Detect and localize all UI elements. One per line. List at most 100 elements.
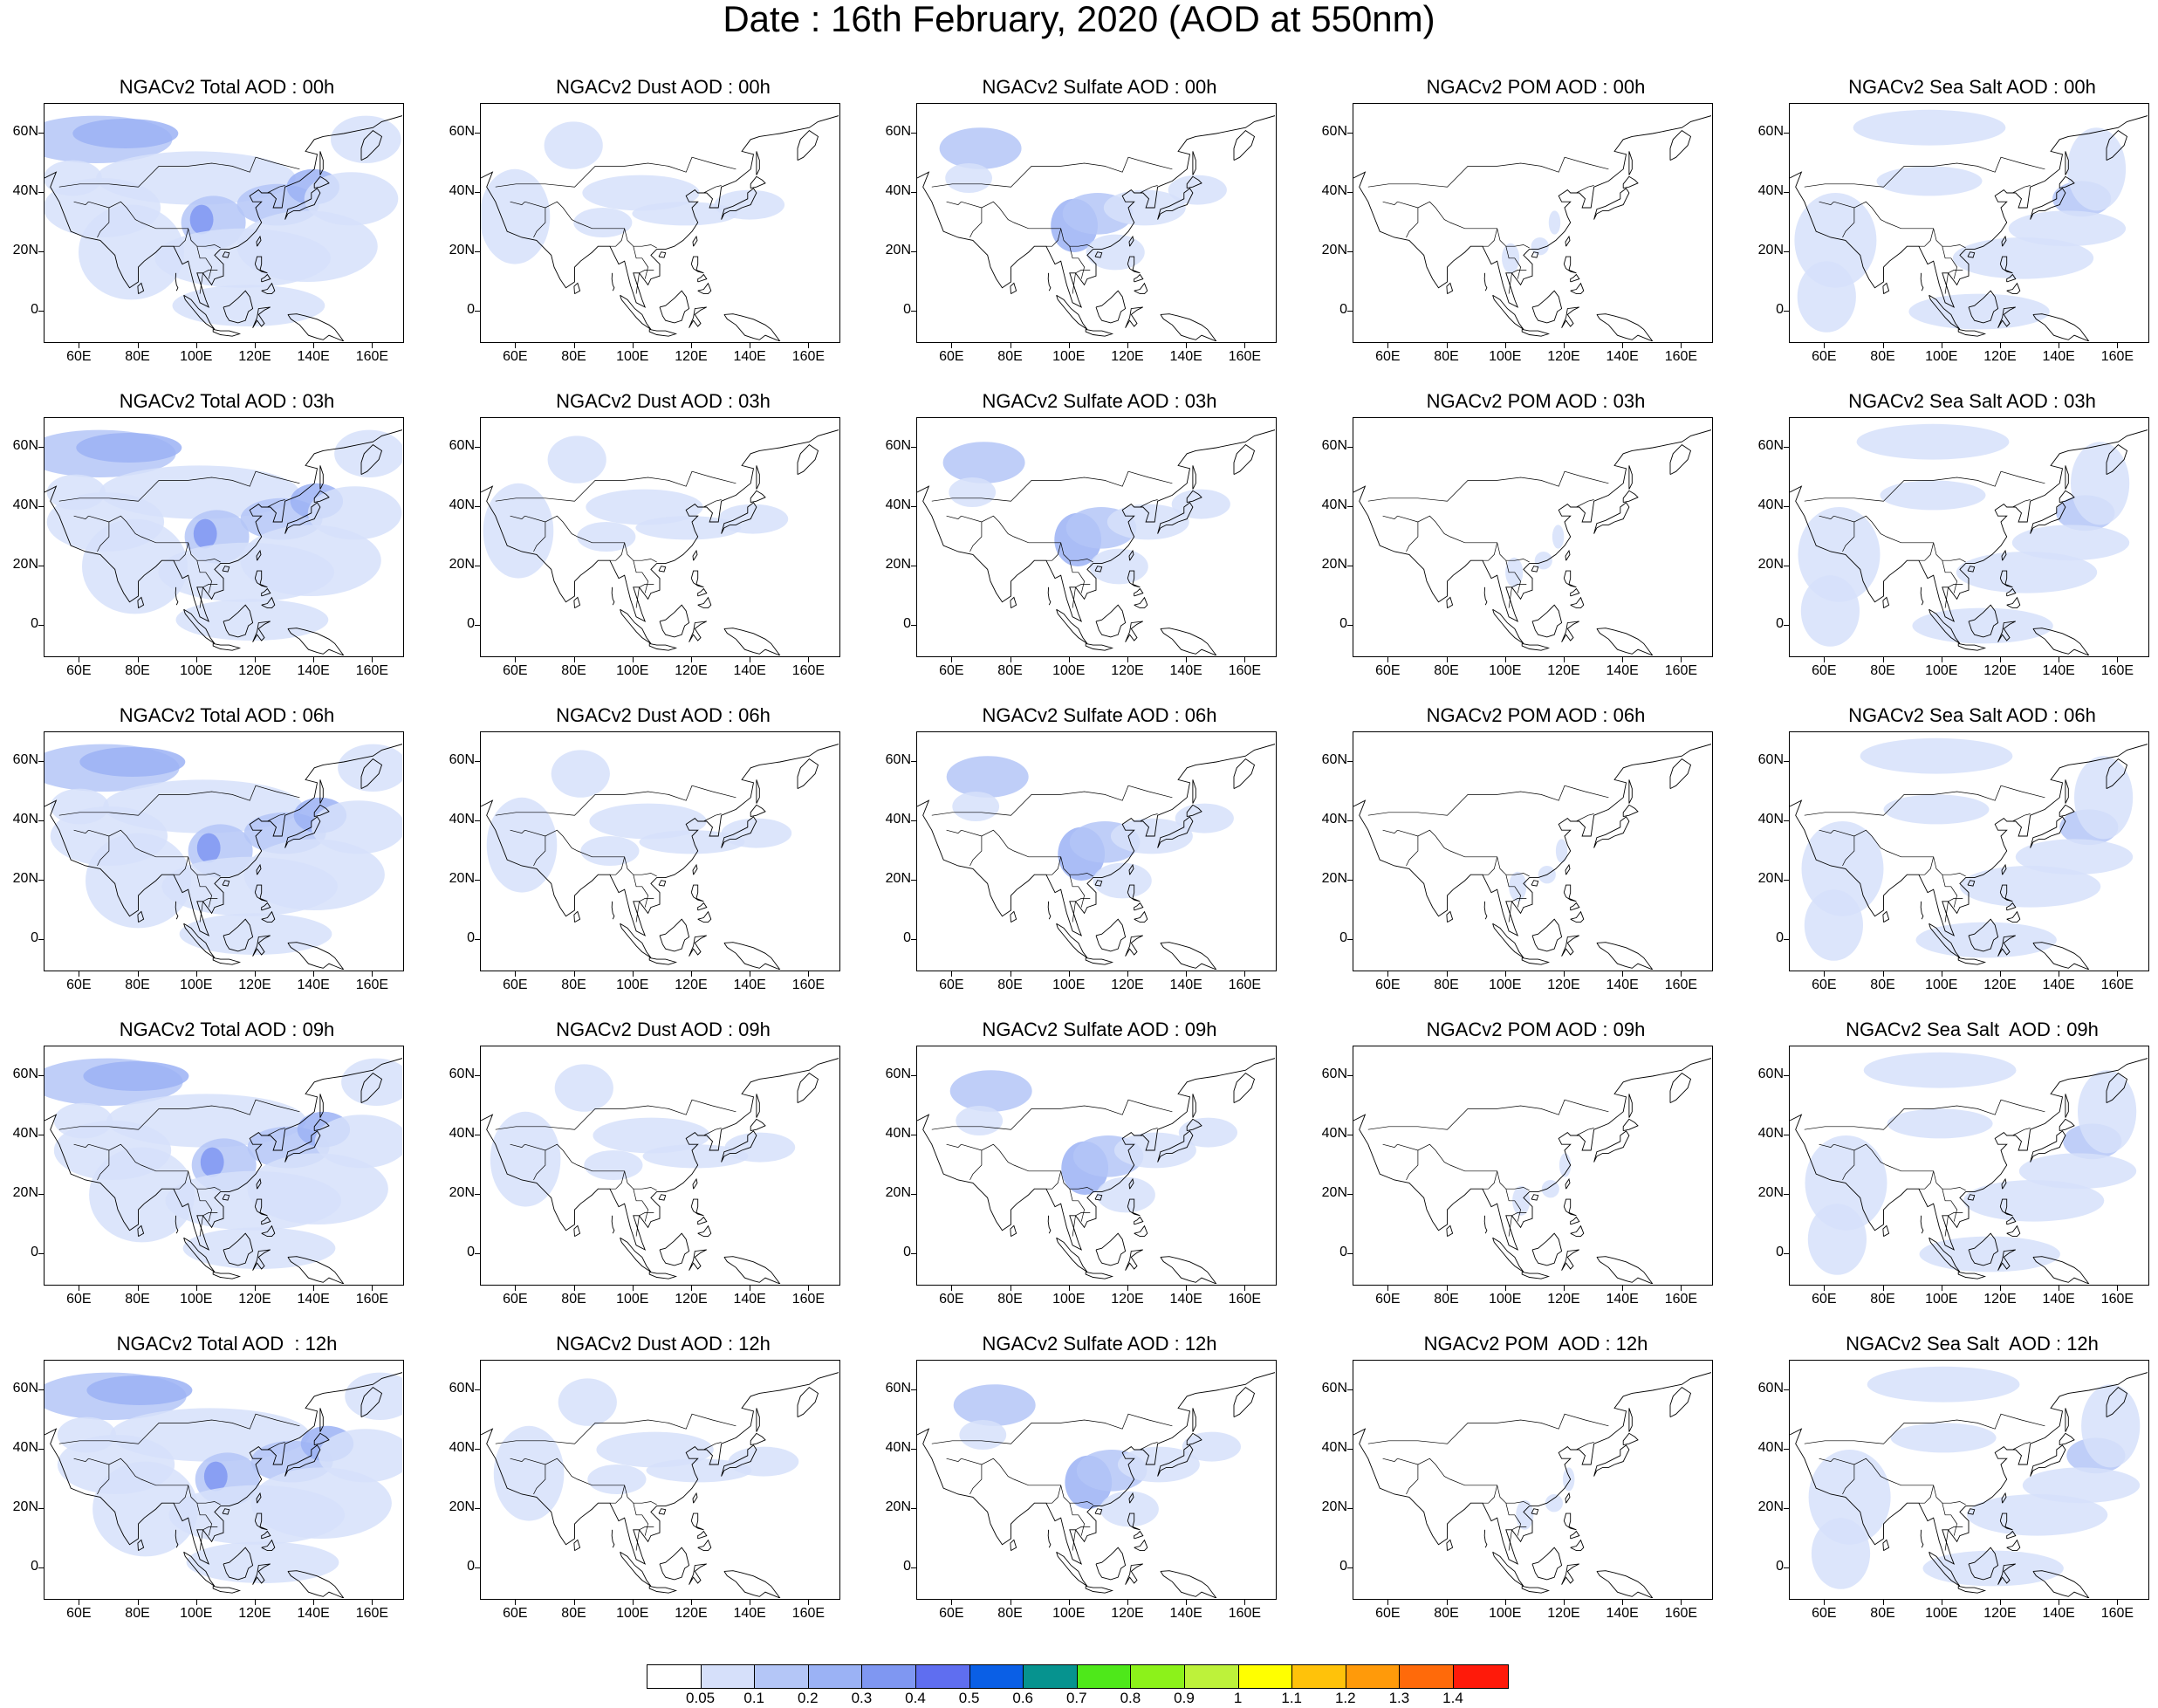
x-tick-label: 120E (1111, 663, 1144, 678)
aod-field (1563, 1467, 1575, 1492)
coastline (1968, 604, 1999, 638)
country-border (58, 470, 300, 502)
x-tick-label: 60E (1375, 977, 1401, 992)
coastline (254, 570, 268, 588)
aod-field (1860, 737, 2013, 774)
aod-field (2008, 210, 2127, 247)
colorbar-label: 1.4 (1442, 1690, 1463, 1706)
country-border (1944, 1526, 1963, 1551)
country-border (969, 1150, 983, 1181)
aod-map (1790, 1052, 2148, 1284)
y-tick-label: 60N (12, 124, 38, 139)
coastline (1593, 188, 1630, 220)
y-tick-label: 60N (449, 1067, 475, 1081)
country-border (1072, 898, 1091, 923)
map-frame (480, 1046, 840, 1286)
y-tick-label: 20N (885, 871, 911, 886)
x-tick-label: 160E (2100, 1292, 2134, 1307)
coastline (648, 957, 678, 965)
coastline (1570, 1224, 1585, 1238)
coastline (1596, 628, 1654, 655)
coastline (1233, 130, 1256, 161)
country-border (1804, 156, 2045, 188)
coastline (1157, 188, 1194, 220)
x-tick-mark (690, 1600, 692, 1605)
y-tick-mark (38, 820, 44, 821)
aod-field (1800, 575, 1860, 647)
coastline (223, 918, 254, 952)
y-tick-label: 40N (1321, 183, 1347, 198)
x-tick-mark (1999, 971, 2001, 977)
coastline (1531, 1547, 1563, 1581)
x-tick-label: 60E (939, 349, 964, 364)
coastline (212, 957, 242, 965)
country-border (703, 185, 722, 194)
x-tick-mark (1504, 1600, 1506, 1605)
country-border (946, 829, 962, 833)
x-tick-mark (1244, 343, 1246, 348)
country-border (173, 228, 189, 247)
country-border (1482, 228, 1498, 247)
country-border (533, 1464, 546, 1495)
y-tick-mark (38, 506, 44, 507)
x-tick-mark (1999, 343, 2001, 348)
coastline (1094, 1194, 1103, 1201)
country-border (1382, 829, 1398, 833)
x-tick-mark (1387, 1286, 1389, 1291)
coastline (723, 313, 781, 341)
country-border (2012, 1128, 2031, 1136)
panel-title: NGACv2 POM AOD : 00h (1426, 76, 1646, 98)
y-tick-label: 0 (903, 302, 911, 317)
aod-field (544, 121, 603, 169)
country-border (510, 201, 525, 205)
country-border (73, 1143, 89, 1148)
y-tick-mark (475, 311, 480, 312)
y-tick-mark (38, 1508, 44, 1509)
country-border (58, 1099, 300, 1130)
x-tick-label: 80E (1870, 977, 1895, 992)
country-border (88, 1143, 221, 1191)
country-border (97, 208, 110, 238)
x-tick-mark (1010, 1600, 1011, 1605)
country-border (609, 1170, 626, 1190)
country-border (173, 542, 189, 561)
x-tick-label: 120E (1983, 349, 2017, 364)
y-tick-label: 20N (1321, 871, 1347, 886)
x-tick-mark (515, 657, 517, 662)
x-tick-mark (1010, 1286, 1011, 1291)
y-tick-mark (1347, 939, 1353, 940)
country-border (267, 813, 285, 822)
country-border (495, 156, 736, 188)
coastline (2001, 235, 2007, 247)
aod-field (1856, 423, 2010, 460)
coastline (1997, 1249, 2017, 1271)
aod-field (2074, 756, 2134, 840)
colorbar-label: 1 (1233, 1690, 1243, 1706)
coastline (1521, 1585, 1551, 1594)
coastline (1085, 1585, 1114, 1594)
country-border (1942, 1189, 1957, 1222)
coastline (658, 1508, 667, 1515)
coastline (1094, 566, 1103, 573)
coastline (1160, 1256, 1217, 1284)
country-border (58, 785, 300, 816)
x-tick-label: 80E (125, 663, 150, 678)
country-border (635, 898, 654, 923)
coastline (1483, 272, 1488, 292)
aod-field (939, 127, 1022, 169)
x-tick-mark (951, 1600, 953, 1605)
aod-field (1555, 839, 1568, 863)
x-tick-label: 60E (1812, 1292, 1837, 1307)
x-tick-label: 100E (1489, 663, 1522, 678)
x-tick-mark (573, 971, 575, 977)
country-border (73, 515, 89, 519)
coastline (1446, 1224, 1454, 1237)
coastline (1790, 115, 2148, 308)
aod-field (318, 1429, 402, 1483)
coastline (723, 942, 781, 970)
x-tick-mark (1882, 1286, 1884, 1291)
aod-field (86, 1375, 193, 1405)
coastline (1128, 235, 1134, 247)
coastline (1999, 256, 2013, 274)
coastline (1669, 1073, 1692, 1104)
